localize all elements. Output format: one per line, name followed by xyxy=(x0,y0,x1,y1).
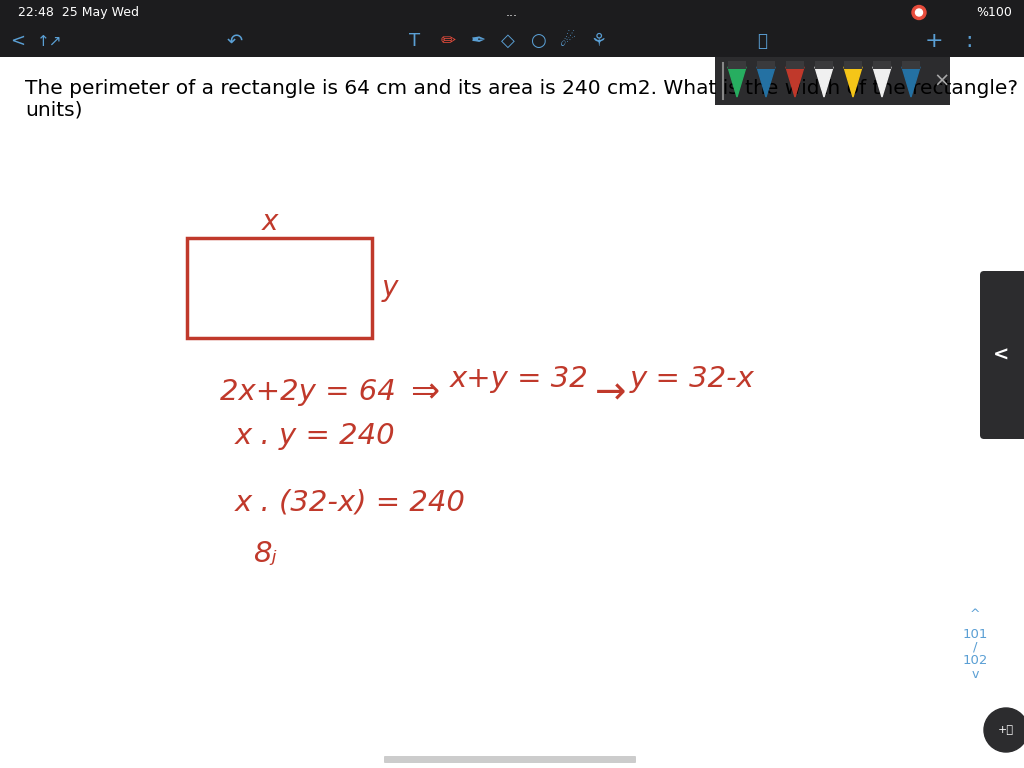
Text: The perimeter of a rectangle is 64 cm and its area is 240 cm2. What is the width: The perimeter of a rectangle is 64 cm an… xyxy=(25,79,1024,98)
Text: +: + xyxy=(925,31,943,51)
Text: →: → xyxy=(595,375,627,411)
Circle shape xyxy=(984,708,1024,752)
Polygon shape xyxy=(815,67,833,97)
Text: <: < xyxy=(993,346,1010,365)
Text: ◇: ◇ xyxy=(501,32,515,50)
Polygon shape xyxy=(902,67,920,97)
Bar xyxy=(815,61,833,69)
Text: ○: ○ xyxy=(530,32,546,50)
Bar xyxy=(873,61,891,69)
Text: <: < xyxy=(10,32,26,50)
Bar xyxy=(187,238,372,338)
Text: 2x+2y = 64: 2x+2y = 64 xyxy=(220,378,395,406)
Bar xyxy=(902,61,920,69)
Text: 22:48  25 May Wed: 22:48 25 May Wed xyxy=(18,6,139,19)
Circle shape xyxy=(912,5,926,19)
Text: ^: ^ xyxy=(970,608,980,621)
Text: 🎤: 🎤 xyxy=(757,32,767,50)
Text: x . (32-x) = 240: x . (32-x) = 240 xyxy=(234,488,466,516)
Polygon shape xyxy=(844,67,862,97)
Text: ⇒: ⇒ xyxy=(410,375,439,409)
FancyBboxPatch shape xyxy=(980,271,1024,439)
Text: +🔍: +🔍 xyxy=(998,725,1014,735)
Bar xyxy=(715,57,950,105)
Text: %100: %100 xyxy=(976,6,1012,19)
Bar xyxy=(757,61,775,69)
Text: 101: 101 xyxy=(963,628,988,641)
Text: :: : xyxy=(966,31,973,51)
Circle shape xyxy=(915,9,923,16)
FancyBboxPatch shape xyxy=(384,756,636,763)
Text: units): units) xyxy=(25,101,83,120)
Text: ...: ... xyxy=(506,6,518,19)
Text: ↶: ↶ xyxy=(226,31,243,51)
Text: /: / xyxy=(973,641,977,654)
Text: ✏: ✏ xyxy=(440,32,456,50)
Text: ×: × xyxy=(934,71,950,91)
Text: y = 32-x: y = 32-x xyxy=(630,365,755,393)
Text: ☄: ☄ xyxy=(560,32,577,50)
Polygon shape xyxy=(728,67,746,97)
Text: x: x xyxy=(262,208,279,236)
Text: 102: 102 xyxy=(963,654,988,667)
Text: ⚘: ⚘ xyxy=(590,32,606,50)
Bar xyxy=(0,0,1024,25)
Text: x+y = 32: x+y = 32 xyxy=(450,365,589,393)
Bar xyxy=(0,25,1024,57)
Bar xyxy=(844,61,862,69)
Bar xyxy=(786,61,804,69)
Bar xyxy=(728,61,746,69)
Text: 8ⱼ: 8ⱼ xyxy=(253,540,276,568)
Polygon shape xyxy=(873,67,891,97)
Polygon shape xyxy=(786,67,804,97)
Text: v: v xyxy=(972,668,979,681)
Text: ↑↗: ↑↗ xyxy=(37,34,62,48)
Text: T: T xyxy=(410,32,421,50)
Text: ✒: ✒ xyxy=(470,32,485,50)
Polygon shape xyxy=(757,67,775,97)
Text: x . y = 240: x . y = 240 xyxy=(234,422,395,450)
Text: y: y xyxy=(382,274,398,302)
